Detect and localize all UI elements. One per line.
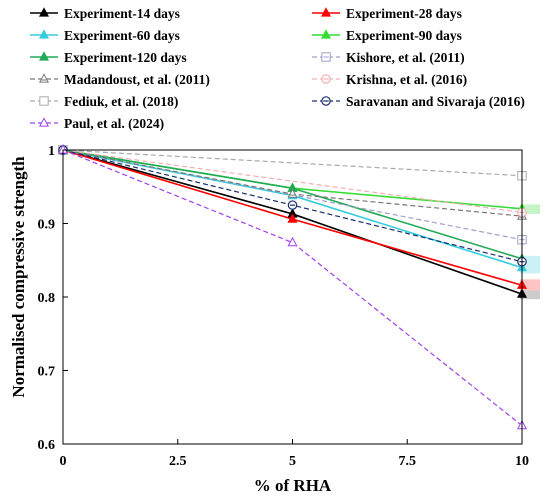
legend-marker (39, 96, 49, 106)
legend-item-krishna-et-al-2016: Krishna, et al. (2016) (312, 72, 467, 87)
band-experiment-90-days (520, 204, 540, 214)
marker-saravanan-and-sivaraja-2016 (287, 200, 298, 210)
legend-item-experiment-14-days: Experiment-14 days (30, 6, 180, 21)
legend-item-paul-et-al-2024: Paul, et al. (2024) (30, 116, 164, 131)
legend-marker (321, 96, 331, 106)
legend-marker (38, 51, 50, 61)
y-tick-label: 0.8 (38, 291, 56, 306)
legend-label: Experiment-28 days (346, 6, 462, 21)
y-tick-label: 0.9 (38, 218, 56, 233)
legend-label: Experiment-120 days (64, 50, 187, 65)
legend-marker (38, 73, 50, 83)
legend-item-experiment-28-days: Experiment-28 days (312, 6, 462, 21)
line-fediuk-et-al-2018 (62, 149, 523, 177)
line-paul-et-al-2024 (62, 149, 523, 427)
legend-marker (38, 7, 50, 17)
legend-item-experiment-120-days: Experiment-120 days (30, 50, 187, 65)
legend-item-fediuk-et-al-2018: Fediuk, et al. (2018) (30, 94, 178, 109)
legend-marker (38, 29, 50, 39)
y-axis-title: Normalised compressive strength (9, 156, 28, 398)
legend-item-experiment-90-days: Experiment-90 days (312, 28, 462, 43)
x-tick-label: 5 (289, 454, 296, 469)
x-axis-title: % of RHA (254, 476, 332, 495)
legend: Experiment-14 days Experiment-28 days Expe… (30, 6, 525, 131)
series-markers (57, 144, 528, 430)
marker-experiment-28-days (287, 213, 298, 223)
line-experiment-90-days (62, 149, 523, 210)
band-experiment-28-days (520, 279, 540, 291)
marker-paul-et-al-2024 (287, 236, 298, 247)
legend-label: Kishore, et al. (2011) (346, 50, 465, 65)
legend-label: Madandoust, et al. (2011) (64, 72, 210, 87)
axis-ticks: 0 2.5 5 7.5 10 0.6 0.7 0.8 0.9 1 (38, 144, 530, 469)
legend-label: Experiment-60 days (64, 28, 180, 43)
legend-marker (38, 117, 50, 127)
legend-marker (320, 29, 332, 39)
legend-item-madandoust-et-al-2011: Madandoust, et al. (2011) (30, 72, 210, 87)
y-tick-label: 1 (48, 144, 55, 159)
band-experiment-14-days (520, 288, 540, 300)
x-tick-label: 7.5 (399, 454, 417, 469)
legend-marker (321, 74, 331, 84)
x-tick-label: 2.5 (169, 454, 187, 469)
y-tick-label: 0.7 (38, 365, 56, 380)
marker-shape (38, 73, 50, 83)
y-tick-label: 0.6 (38, 438, 56, 453)
legend-label: Krishna, et al. (2016) (346, 72, 467, 87)
legend-item-experiment-60-days: Experiment-60 days (30, 28, 180, 43)
x-tick-label: 10 (515, 454, 529, 469)
legend-marker (320, 7, 332, 17)
legend-item-saravanan-and-sivaraja-2016: Saravanan and Sivaraja (2016) (312, 94, 525, 109)
legend-label: Paul, et al. (2024) (64, 116, 164, 131)
legend-label: Saravanan and Sivaraja (2016) (346, 94, 525, 109)
legend-label: Fediuk, et al. (2018) (64, 94, 178, 109)
legend-marker (321, 52, 331, 62)
legend-label: Experiment-90 days (346, 28, 462, 43)
x-tick-label: 0 (60, 454, 67, 469)
line-krishna-et-al-2016 (62, 149, 523, 214)
legend-label: Experiment-14 days (64, 6, 180, 21)
legend-item-kishore-et-al-2011: Kishore, et al. (2011) (312, 50, 465, 65)
marker-madandoust-et-al-2011 (287, 188, 298, 198)
